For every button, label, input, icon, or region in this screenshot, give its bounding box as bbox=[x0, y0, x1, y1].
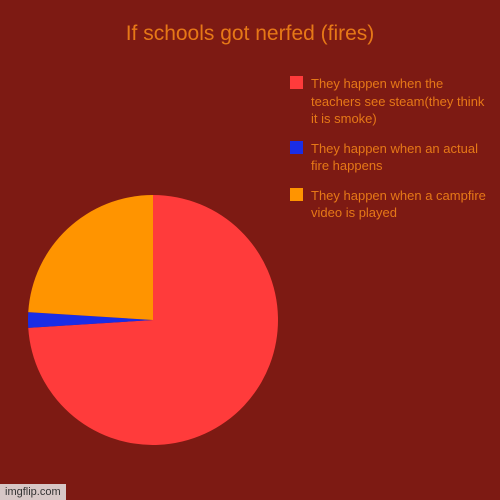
legend-swatch bbox=[290, 188, 303, 201]
legend-swatch bbox=[290, 141, 303, 154]
pie-chart-container bbox=[28, 195, 278, 445]
legend-item: They happen when a campfire video is pla… bbox=[290, 187, 490, 222]
legend-swatch bbox=[290, 76, 303, 89]
legend-label: They happen when the teachers see steam(… bbox=[311, 75, 490, 128]
chart-title: If schools got nerfed (fires) bbox=[0, 0, 500, 46]
legend-label: They happen when a campfire video is pla… bbox=[311, 187, 490, 222]
legend-label: They happen when an actual fire happens bbox=[311, 140, 490, 175]
watermark: imgflip.com bbox=[0, 484, 66, 500]
legend-item: They happen when the teachers see steam(… bbox=[290, 75, 490, 128]
pie-chart bbox=[28, 195, 278, 445]
legend: They happen when the teachers see steam(… bbox=[290, 75, 490, 234]
pie-slice-campfire bbox=[28, 195, 153, 320]
legend-item: They happen when an actual fire happens bbox=[290, 140, 490, 175]
